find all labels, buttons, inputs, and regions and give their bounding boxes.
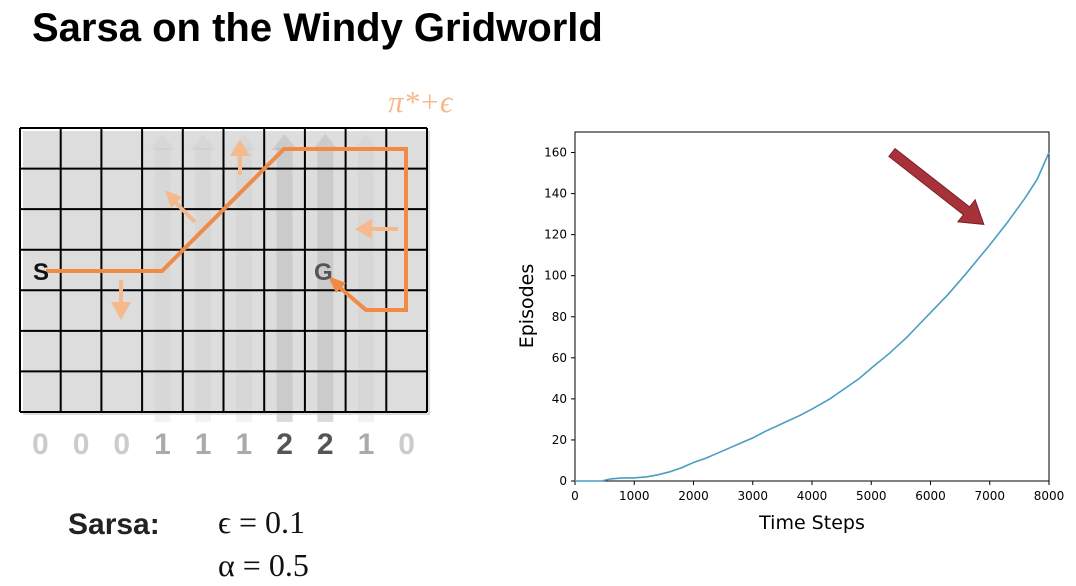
x-tick-label: 8000 — [1034, 489, 1065, 503]
y-tick-label: 140 — [544, 187, 567, 201]
annotation-arrow-body — [888, 147, 985, 225]
optimal-path — [46, 147, 408, 312]
goal-label: G — [314, 259, 333, 286]
x-tick-label: 2000 — [678, 489, 709, 503]
x-axis-ticks: 0 1000 2000 3000 4000 5000 6000 7000 8000 — [571, 481, 1064, 503]
start-label: S — [33, 259, 49, 286]
wind-value-1: 0 — [72, 428, 90, 461]
x-tick-label: 1000 — [619, 489, 650, 503]
x-tick-label: 5000 — [856, 489, 887, 503]
wind-value-4: 1 — [194, 428, 212, 461]
y-tick-label: 0 — [559, 474, 567, 488]
explore-arrow-left-head — [355, 219, 372, 239]
y-tick-label: 100 — [544, 269, 567, 283]
policy-label-text: π*+ϵ — [388, 84, 453, 119]
explore-arrow-upleft — [174, 201, 197, 224]
wind-value-6: 2 — [276, 428, 293, 461]
y-axis-ticks: 0 20 40 60 80 100 120 140 160 — [544, 146, 575, 488]
chart-frame — [574, 131, 1050, 482]
x-tick-label: 0 — [571, 489, 579, 503]
y-tick-label: 120 — [544, 228, 567, 242]
y-tick-label: 160 — [544, 146, 567, 160]
page-title: Sarsa on the Windy Gridworld — [32, 6, 603, 50]
algorithm-name: Sarsa: — [68, 508, 160, 541]
x-axis-label: Time Steps — [758, 512, 865, 534]
y-tick-label: 60 — [552, 351, 567, 365]
y-tick-label: 20 — [552, 433, 567, 447]
explore-arrow-upleft-head — [165, 190, 182, 208]
annotation-arrow-shape — [888, 147, 985, 225]
wind-value-3: 1 — [154, 428, 171, 461]
policy-label: π*+ϵ — [388, 84, 452, 120]
annotation-arrow — [888, 147, 985, 225]
wind-value-7: 2 — [316, 428, 334, 461]
wind-value-2: 0 — [113, 428, 131, 461]
alpha-param: α = 0.5 — [218, 547, 309, 583]
x-tick-label: 4000 — [797, 489, 828, 503]
x-tick-label: 7000 — [974, 489, 1005, 503]
epsilon-param: ϵ = 0.1 — [218, 504, 305, 540]
wind-value-8: 1 — [357, 428, 375, 461]
x-tick-label: 3000 — [737, 489, 768, 503]
exploration-arrows — [111, 140, 398, 320]
y-axis-label: Episodes — [516, 264, 538, 349]
series-line-episodes — [575, 152, 1050, 482]
y-tick-label: 40 — [552, 392, 567, 406]
x-tick-label: 6000 — [915, 489, 946, 503]
wind-value-9: 0 — [398, 428, 415, 461]
optimal-path-arrowhead — [328, 276, 346, 293]
explore-arrow-down-head — [111, 302, 131, 320]
y-tick-label: 80 — [552, 310, 567, 324]
wind-value-5: 1 — [235, 428, 253, 461]
explore-arrow-up-head — [230, 140, 250, 156]
wind-value-0: 0 — [32, 428, 49, 461]
